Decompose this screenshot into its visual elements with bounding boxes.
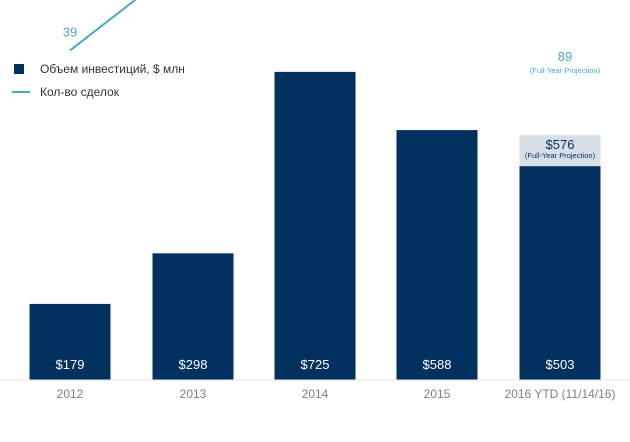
bar-2014	[274, 71, 356, 380]
x-tick-label: 2016 YTD (11/14/16)	[505, 387, 616, 401]
projection-line-label: 89	[558, 49, 572, 64]
bar-value-label: $179	[56, 357, 85, 372]
legend-bar-swatch	[14, 64, 24, 74]
line-value-label: 39	[63, 24, 77, 39]
x-tick-label: 2014	[302, 387, 329, 401]
legend-line-label: Кол-во сделок	[40, 85, 120, 99]
deals-line	[69, 0, 137, 52]
legend: Объем инвестиций, $ млн Кол-во сделок	[12, 62, 185, 99]
bar-value-label: $298	[179, 357, 208, 372]
bar-2012	[29, 303, 111, 380]
x-tick-label: 2012	[57, 387, 84, 401]
bar-2015	[396, 130, 478, 380]
line-layer: 89(Full-Year Projection)3948747878	[63, 0, 601, 75]
x-tick-label: 2013	[180, 387, 207, 401]
bars-layer: $179 $298 $725 $588 $576(Full-Year Projectio…	[29, 71, 601, 380]
bar-value-label: $588	[423, 357, 452, 372]
x-axis: 2012 2013 2014 2015 2016 YTD (11/14/16)	[0, 379, 630, 401]
projection-bar-cap	[519, 135, 601, 167]
bar-2016	[519, 166, 601, 380]
x-tick-label: 2015	[424, 387, 451, 401]
projection-bar-note: (Full-Year Projection)	[525, 151, 596, 160]
bar-value-label: $503	[546, 357, 575, 372]
projection-line-note: (Full-Year Projection)	[530, 66, 601, 75]
legend-bar-label: Объем инвестиций, $ млн	[40, 62, 185, 76]
bar-2013	[152, 253, 234, 380]
bar-value-label: $725	[301, 357, 330, 372]
projection-bar-label: $576	[546, 137, 575, 152]
